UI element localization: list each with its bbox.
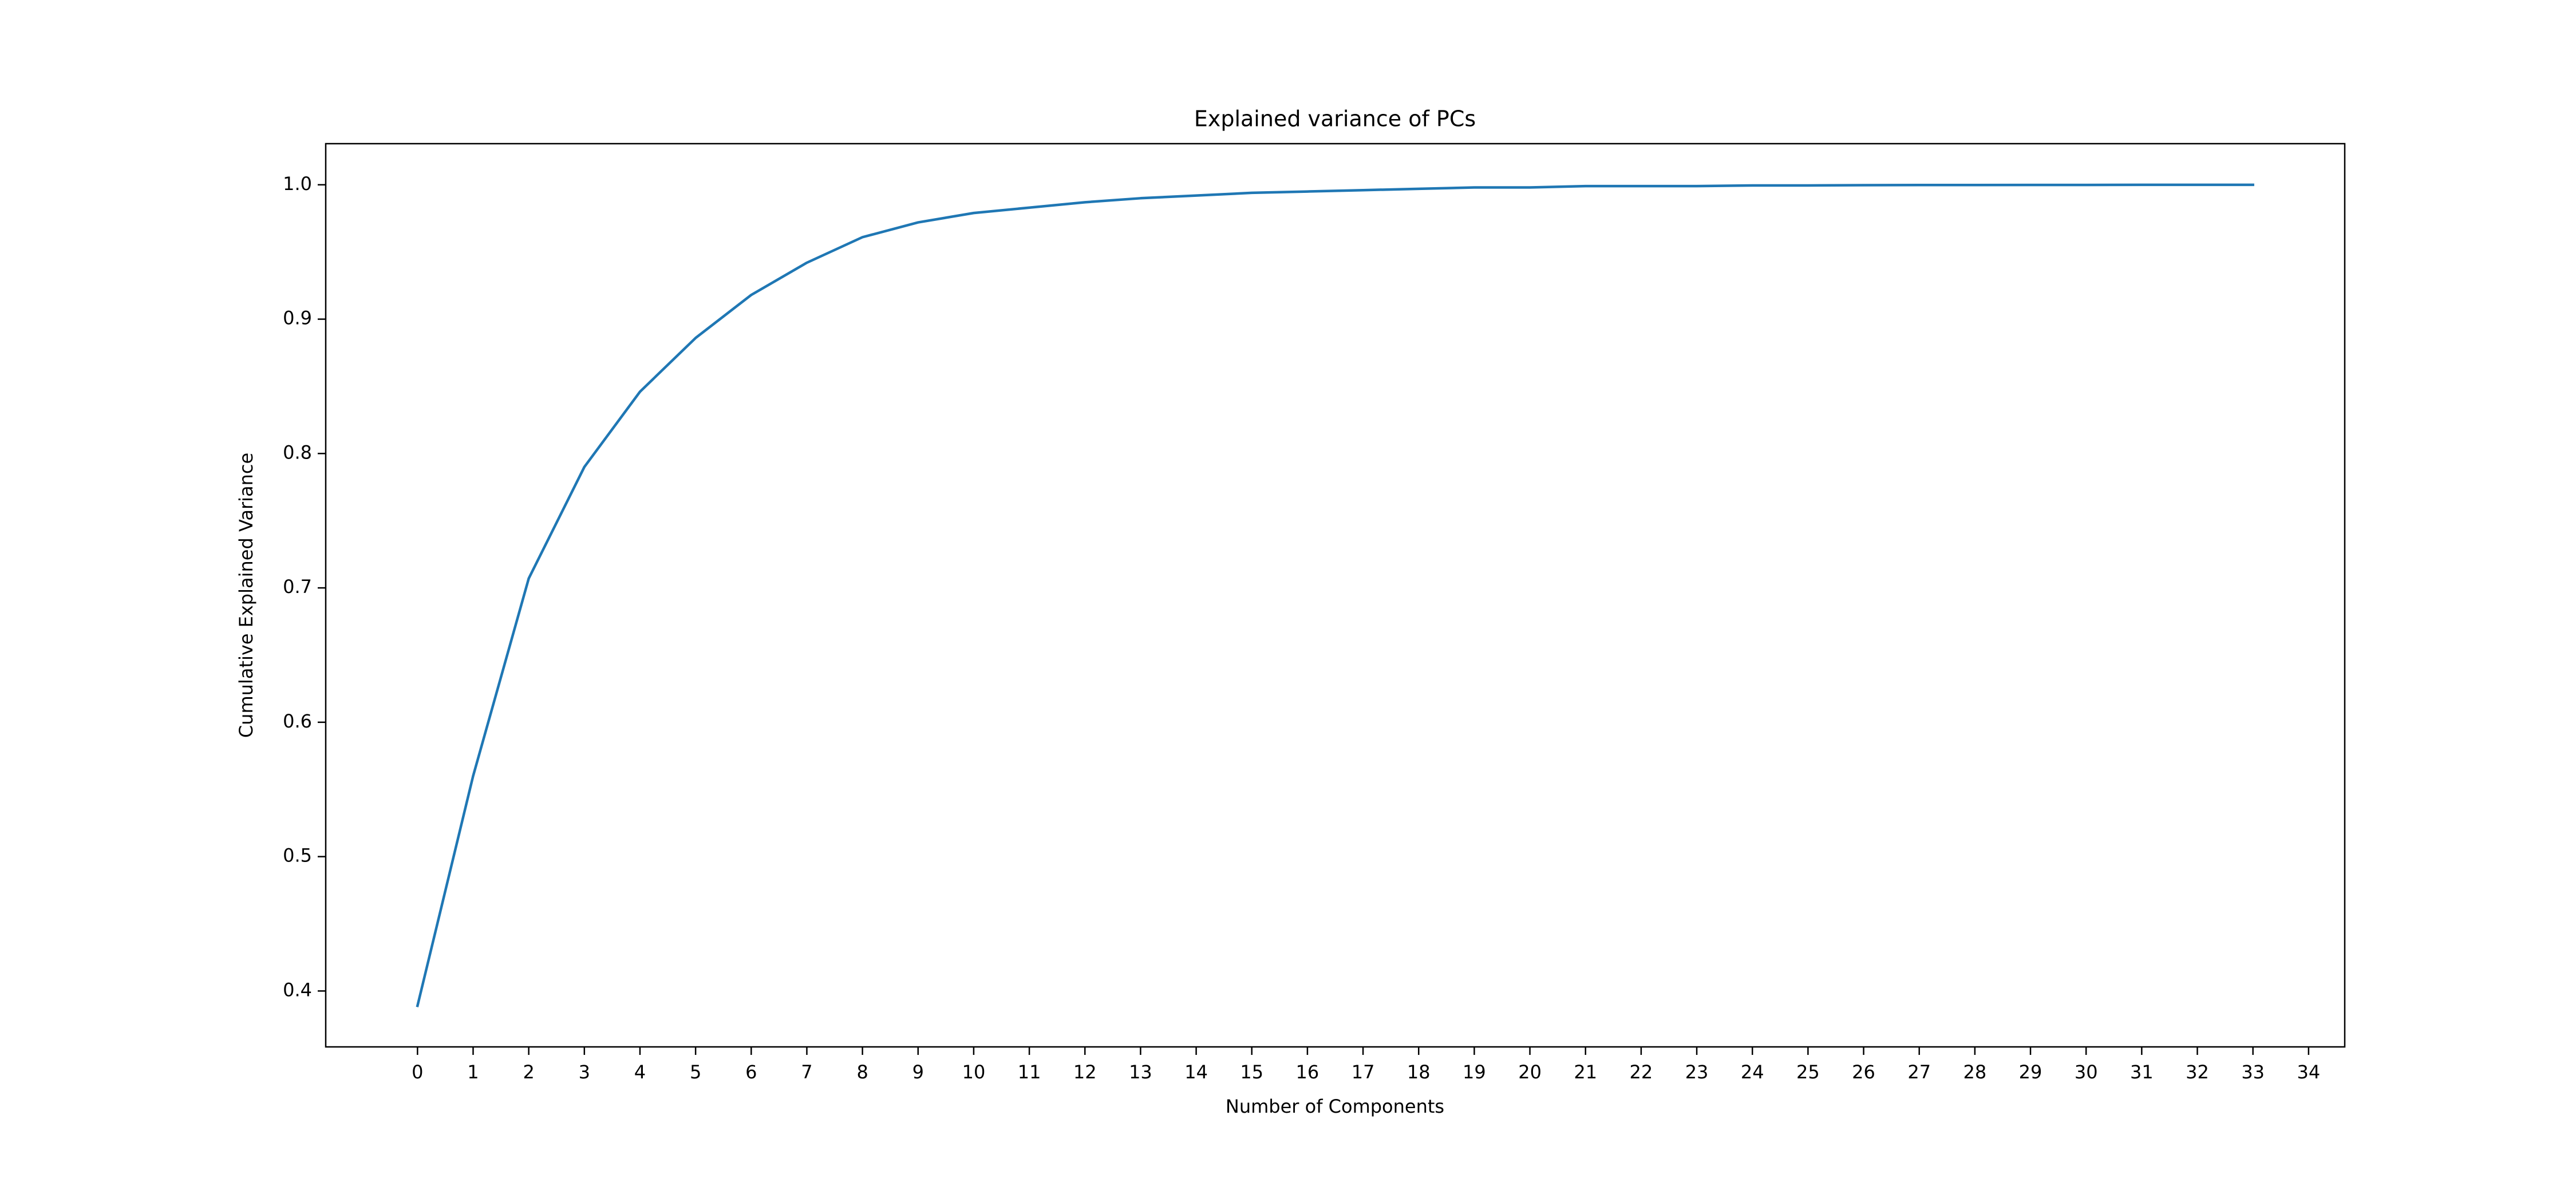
y-tick-label: 1.0 <box>283 173 312 195</box>
x-tick-label: 30 <box>2075 1061 2098 1083</box>
x-tick-label: 18 <box>1407 1061 1431 1083</box>
x-tick-label: 19 <box>1463 1061 1486 1083</box>
x-tick-label: 21 <box>1574 1061 1597 1083</box>
x-tick-label: 12 <box>1073 1061 1097 1083</box>
x-tick-label: 25 <box>1796 1061 1820 1083</box>
plot-frame <box>325 143 2346 1048</box>
data-line <box>416 183 2254 1007</box>
x-tick-label: 15 <box>1240 1061 1263 1083</box>
x-axis-label: Number of Components <box>1226 1096 1444 1117</box>
x-tick-label: 26 <box>1852 1061 1875 1083</box>
x-tick-label: 3 <box>579 1061 590 1083</box>
x-tick-label: 24 <box>1741 1061 1764 1083</box>
x-tick-label: 31 <box>2130 1061 2154 1083</box>
x-tick-label: 20 <box>1518 1061 1542 1083</box>
x-tick-label: 8 <box>856 1061 868 1083</box>
x-tick-label: 7 <box>801 1061 812 1083</box>
x-tick-label: 6 <box>745 1061 757 1083</box>
x-tick-label: 2 <box>523 1061 534 1083</box>
x-tick-label: 32 <box>2186 1061 2209 1083</box>
x-tick-label: 11 <box>1018 1061 1041 1083</box>
x-tick-label: 29 <box>2019 1061 2042 1083</box>
x-tick-label: 4 <box>634 1061 646 1083</box>
y-tick-label: 0.5 <box>283 845 312 867</box>
x-tick-label: 0 <box>412 1061 423 1083</box>
x-tick-label: 28 <box>1963 1061 1987 1083</box>
x-tick-label: 5 <box>690 1061 701 1083</box>
y-tick-label: 0.4 <box>283 979 312 1001</box>
x-tick-label: 33 <box>2241 1061 2265 1083</box>
y-tick-label: 0.6 <box>283 710 312 732</box>
x-tick-label: 17 <box>1352 1061 1375 1083</box>
y-tick-label: 0.8 <box>283 441 312 463</box>
x-tick-label: 22 <box>1630 1061 1653 1083</box>
chart-title: Explained variance of PCs <box>1194 106 1476 132</box>
x-tick-label: 27 <box>1907 1061 1931 1083</box>
x-tick-label: 10 <box>962 1061 986 1083</box>
x-tick-label: 34 <box>2297 1061 2320 1083</box>
y-tick-label: 0.9 <box>283 307 312 329</box>
x-tick-label: 16 <box>1296 1061 1319 1083</box>
x-tick-label: 9 <box>912 1061 924 1083</box>
y-axis-label: Cumulative Explained Variance <box>235 453 257 738</box>
x-tick-label: 14 <box>1184 1061 1208 1083</box>
x-tick-label: 13 <box>1129 1061 1152 1083</box>
x-tick-label: 1 <box>467 1061 479 1083</box>
y-tick-label: 0.7 <box>283 576 312 598</box>
x-tick-label: 23 <box>1685 1061 1709 1083</box>
